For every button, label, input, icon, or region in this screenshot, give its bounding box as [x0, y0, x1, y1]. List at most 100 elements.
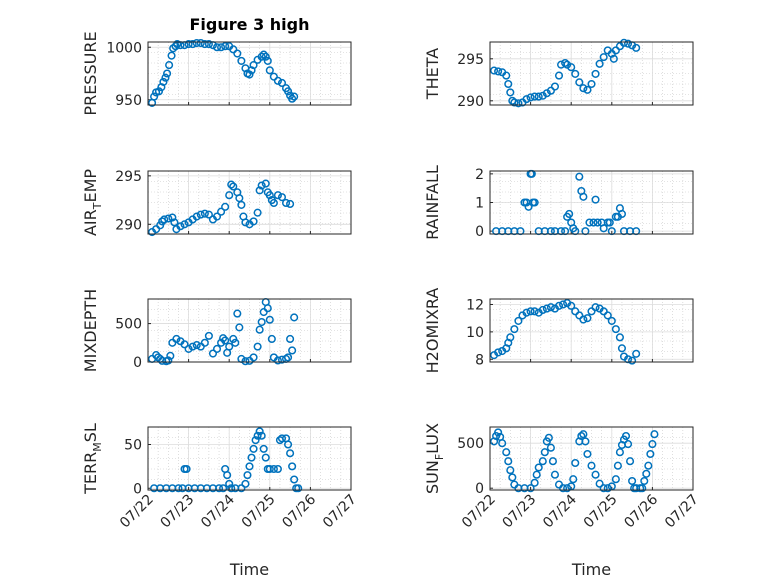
data-point	[273, 464, 282, 474]
data-point	[288, 94, 297, 103]
data-point	[510, 98, 519, 107]
data-point	[591, 195, 600, 204]
data-point	[176, 222, 185, 231]
data-point	[150, 92, 159, 101]
data-point	[611, 475, 620, 484]
data-point	[253, 431, 262, 440]
data-point	[249, 61, 258, 70]
data-point	[208, 349, 218, 358]
data-point	[290, 475, 299, 484]
data-point	[265, 315, 274, 324]
data-point	[567, 63, 576, 72]
data-point	[261, 52, 270, 61]
data-point	[288, 462, 297, 471]
data-point	[204, 40, 213, 49]
data-point	[180, 220, 189, 229]
data-point	[255, 325, 264, 334]
y-axis-label: PRESSURE	[81, 31, 100, 115]
data-point	[563, 484, 572, 493]
data-point	[646, 449, 655, 459]
data-point	[644, 461, 653, 470]
y-axis-label: THETA	[423, 48, 442, 100]
data-point	[261, 453, 270, 462]
y-tick-label: 2	[475, 167, 484, 183]
data-point	[257, 431, 266, 440]
data-point	[504, 457, 513, 466]
data-point	[579, 315, 588, 324]
data-point	[253, 208, 262, 217]
data-point	[269, 198, 278, 208]
data-point	[164, 214, 173, 223]
subplot-2: 290 295 THETA	[423, 38, 694, 110]
data-point	[255, 186, 264, 195]
data-point	[506, 88, 515, 97]
data-point	[154, 87, 164, 96]
data-point	[156, 221, 165, 230]
data-point	[494, 348, 503, 357]
data-point	[530, 307, 539, 316]
data-point	[530, 198, 539, 207]
data-point	[605, 218, 614, 227]
data-point	[575, 172, 584, 181]
data-point	[290, 313, 299, 322]
data-point	[589, 218, 598, 227]
data-point	[265, 66, 274, 75]
data-point	[595, 59, 604, 68]
data-point	[243, 471, 252, 480]
data-point	[583, 314, 592, 323]
data-point	[227, 484, 236, 493]
data-point	[221, 42, 230, 51]
y-tick-label: 950	[115, 93, 142, 109]
data-point	[166, 351, 175, 360]
data-point	[585, 218, 594, 227]
data-point	[595, 479, 604, 488]
data-point	[548, 457, 557, 466]
y-tick-label: 290	[457, 94, 484, 110]
data-point	[188, 342, 197, 351]
data-point	[550, 82, 560, 91]
axes-frame	[489, 41, 694, 106]
data-point	[587, 461, 596, 470]
data-point	[615, 333, 624, 342]
y-tick-label: 10	[466, 325, 484, 341]
data-point	[571, 307, 580, 316]
data-point	[277, 434, 287, 443]
data-point	[221, 336, 230, 345]
data-point	[223, 471, 232, 480]
data-point	[579, 430, 588, 439]
data-point	[225, 479, 234, 488]
subplot-5: 0 500 MIXDEPTH	[81, 289, 352, 372]
data-point	[546, 443, 555, 452]
data-point	[526, 484, 535, 493]
data-point	[257, 317, 266, 327]
data-point	[565, 209, 574, 219]
data-point	[559, 300, 568, 309]
data-point	[245, 462, 254, 471]
data-point	[269, 72, 278, 81]
data-point	[247, 453, 256, 462]
data-point	[623, 440, 633, 449]
y-tick-label: 1	[475, 196, 484, 212]
data-point	[617, 209, 627, 219]
data-point	[241, 357, 250, 366]
y-tick-label: 50	[124, 438, 142, 454]
data-point	[237, 56, 246, 65]
data-point	[241, 479, 250, 488]
data-point	[575, 78, 584, 87]
data-point	[164, 356, 173, 365]
data-point	[581, 437, 590, 446]
data-point	[626, 457, 635, 466]
data-point	[241, 218, 250, 227]
data-point	[227, 180, 236, 189]
data-point	[530, 478, 539, 487]
data-point	[508, 473, 517, 482]
data-point	[571, 458, 580, 468]
data-point	[603, 484, 612, 493]
x-axis-label: Time	[229, 560, 269, 579]
data-point	[255, 427, 264, 436]
axes-frame	[147, 170, 352, 235]
data-point	[184, 40, 193, 49]
y-tick-label: 12	[466, 297, 484, 313]
y-tick-label: 1000	[106, 40, 142, 56]
data-point	[161, 73, 170, 82]
